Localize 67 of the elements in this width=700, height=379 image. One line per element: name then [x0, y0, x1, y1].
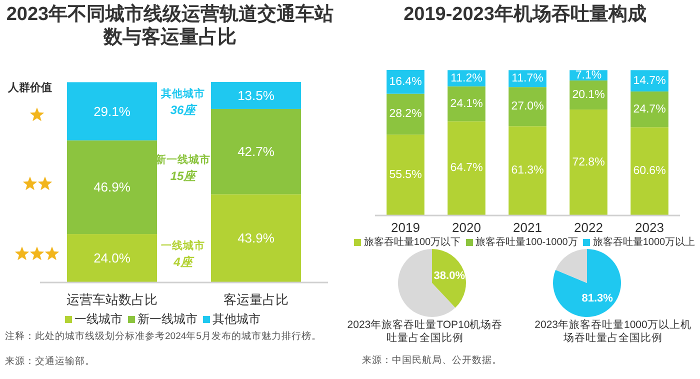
bar — [211, 82, 301, 109]
bar — [211, 194, 301, 282]
bar — [67, 82, 157, 140]
text: 2023年旅客吞吐量1000万以上机场吞吐量占全国比例 — [534, 319, 692, 344]
data-label: 27.0% — [511, 100, 544, 113]
bar — [508, 126, 546, 215]
bar — [448, 86, 486, 122]
bar — [386, 94, 424, 135]
x-tick-label: 2021 — [512, 220, 543, 236]
data-label: 13.5% — [238, 88, 275, 103]
x-tick-label: 2023 — [634, 220, 665, 236]
data-label: 7.1% — [575, 69, 602, 82]
bar — [508, 87, 546, 126]
bar — [630, 91, 668, 128]
legend-label: 旅客吞吐量1000万以上 — [592, 237, 696, 248]
data-label: 46.9% — [94, 180, 131, 195]
bar — [386, 134, 424, 215]
data-label: 24.0% — [94, 250, 131, 266]
bar — [67, 234, 157, 282]
legend-label: 其他城市 — [212, 312, 260, 326]
data-label: 42.7% — [238, 144, 275, 160]
bar — [211, 108, 301, 194]
bar — [630, 127, 668, 215]
pie-slice — [556, 249, 587, 283]
annotation: 15座 — [169, 169, 198, 184]
chart-title: 2019-2023年机场吞吐量构成 — [402, 4, 648, 27]
x-tick-label: 2022 — [573, 220, 604, 236]
x-tick-label: 运营车站数占比 — [66, 292, 158, 308]
x-tick-label: 2020 — [451, 220, 482, 236]
pie-slice — [553, 249, 621, 317]
bar — [570, 110, 608, 215]
legend-label: 旅客吞吐量100-1000万 — [476, 237, 578, 248]
annotation: 36座 — [169, 103, 198, 118]
data-label: 28.2% — [389, 108, 422, 120]
data-label: 24.1% — [450, 98, 483, 110]
data-label: 55.5% — [389, 168, 422, 181]
text: 注释：此处的城市线级划分标准参考2024年5月发布的城市魅力排行榜。 — [5, 331, 322, 342]
source-note: 来源：交通运输部。 — [5, 356, 96, 368]
data-label: 43.9% — [238, 230, 275, 246]
bar — [67, 140, 157, 234]
bar — [570, 80, 608, 110]
data-label: 64.7% — [450, 162, 483, 174]
data-label: 24.7% — [633, 103, 666, 116]
data-label: 16.4% — [389, 76, 422, 88]
data-label: 29.1% — [94, 104, 131, 119]
legend-label: 新一线城市 — [138, 312, 198, 326]
data-label: 38.0% — [434, 270, 466, 282]
legend-label: 一线城市 — [74, 312, 122, 326]
data-label: 81.3% — [582, 292, 614, 305]
text: 2023年旅客吞吐量TOP10机场吞吐量占全国比例 — [346, 319, 504, 344]
data-label: 20.1% — [572, 88, 605, 101]
annotation: 其他城市 — [160, 88, 206, 101]
data-label: 11.7% — [512, 72, 544, 85]
data-label: 61.3% — [511, 164, 544, 177]
data-label: 72.8% — [572, 156, 605, 168]
data-label: 60.6% — [633, 165, 666, 178]
x-tick-label: 客运量占比 — [222, 292, 290, 308]
source-note: 来源：中国民航局、公开数据。 — [362, 355, 503, 366]
annotation: 人群价值 — [7, 82, 53, 96]
legend-label: 旅客吞吐量100万以下 — [364, 237, 461, 248]
x-tick-label: 2019 — [390, 220, 421, 236]
data-label: 14.7% — [633, 74, 666, 87]
chart-title: 2023年不同城市线级运营轨道交通车站数与客运量占比 — [5, 4, 335, 50]
annotation: 一线城市 — [160, 240, 206, 253]
bar — [448, 121, 486, 215]
annotation: 4座 — [172, 255, 196, 270]
data-label: 11.2% — [450, 72, 482, 84]
